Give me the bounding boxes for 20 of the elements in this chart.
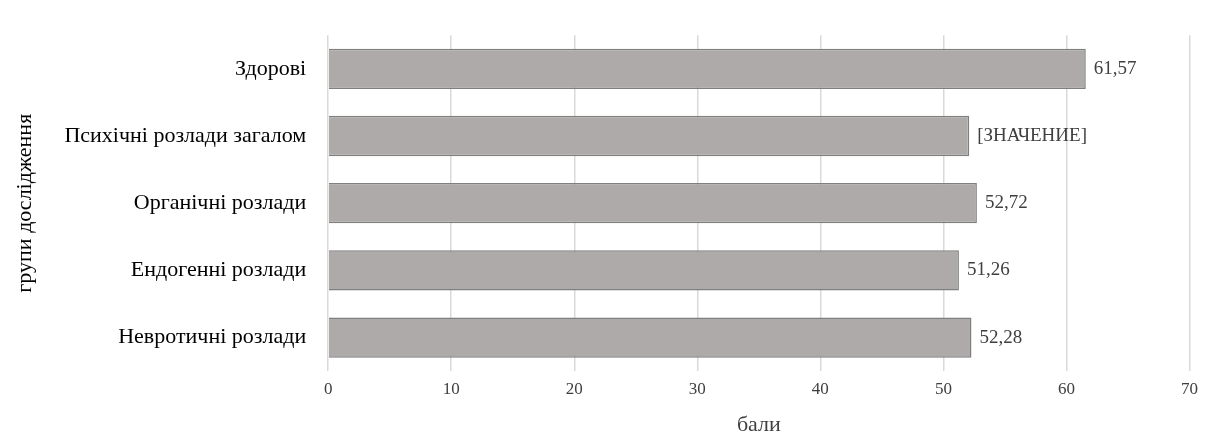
x-tick-label: 50 bbox=[934, 378, 952, 398]
x-tick-label: 70 bbox=[1181, 378, 1198, 398]
x-tick-label: 60 bbox=[1057, 378, 1075, 398]
y-tick-label: Органічні розлади bbox=[133, 188, 307, 214]
data-label: 51,26 bbox=[966, 258, 1010, 280]
data-label: [ЗНАЧЕНИЕ] bbox=[977, 123, 1087, 145]
x-tick-label: 30 bbox=[688, 378, 706, 398]
data-label: 52,72 bbox=[984, 191, 1028, 213]
y-tick-label: Ендогенні розлади bbox=[130, 256, 307, 282]
data-label: 52,28 bbox=[979, 325, 1023, 347]
y-tick-label: Психічні розлади загалом bbox=[64, 121, 307, 147]
x-tick-label: 10 bbox=[442, 378, 460, 398]
x-axis-title: бали bbox=[736, 410, 782, 436]
x-tick-label: 20 bbox=[565, 378, 583, 398]
x-tick-label: 0 bbox=[323, 378, 333, 398]
x-tick-label: 40 bbox=[811, 378, 829, 398]
data-label: 61,57 bbox=[1093, 56, 1137, 78]
y-tick-label: Невротичні розлади bbox=[118, 323, 307, 349]
y-tick-label: Здорові bbox=[235, 54, 307, 80]
y-axis-title: групи дослідження bbox=[10, 113, 36, 293]
